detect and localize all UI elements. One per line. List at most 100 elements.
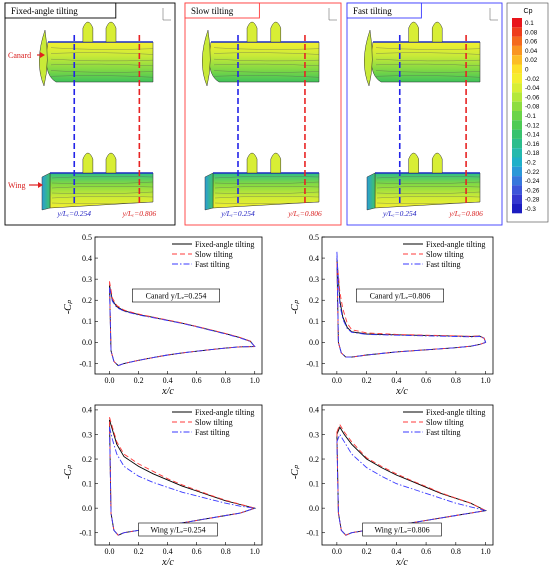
series-line [336,251,487,358]
contour-line [51,176,154,179]
colorbar-tick-label: -0.14 [525,132,540,139]
series-line [109,419,257,536]
colorbar-tick-label: -0.04 [525,85,540,92]
contour-line [214,196,320,199]
plot-frame [94,236,263,375]
contour-panel: Slow tilting y/Lₑ=0.254 y/Lₑ=0.806 [184,2,342,226]
wing-tip [204,172,214,211]
x-tick-label: 0.6 [421,376,431,385]
x-tick-label: 0.8 [451,376,461,385]
legend-label: Slow tilting [426,418,464,427]
contour-line [213,70,320,73]
contour-line [50,75,154,78]
contour-line [375,75,481,78]
x-tick-label: 0.4 [163,376,173,385]
x-tick-label: 0.2 [134,547,144,556]
cp-chart-canard-0806: 0.0 0.2 0.4 0.6 0.8 1.0 -0.1 0.0 0.1 0.2 0.3 0.4 0.5… [290,233,494,397]
legend-label: Fast tilting [426,428,460,437]
annotation-label: Canard y/Lₑ=0.806 [370,292,431,301]
section-label-outer: y/Lₑ=0.806 [122,209,157,218]
contour-panel: Fast tilting y/Lₑ=0.254 y/Lₑ=0.806 [346,2,503,226]
contour-line [376,196,481,199]
y-tick-label: 0.0 [309,504,319,513]
colorbar-swatch [512,55,522,65]
panel-title: Fixed-angle tilting [11,6,78,16]
legend-label: Slow tilting [195,250,233,259]
colorbar-tick-label: 0.06 [525,39,538,46]
y-tick-label: 0.2 [82,455,92,464]
contour-line [214,186,320,189]
contour-line [213,52,320,55]
series-line [336,423,488,536]
contour-line [50,52,154,55]
colorbar-tick-label: -0.16 [525,141,540,148]
cp-chart-canard-0254: 0.0 0.2 0.4 0.6 0.8 1.0 -0.1 0.0 0.1 0.2 0.3 0.4 0.5… [63,233,263,397]
x-tick-label: 0.6 [192,376,202,385]
legend-label: Fast tilting [426,260,460,269]
x-axis-label: x/c [395,386,408,397]
arrowhead [38,182,43,188]
contour-panels: Fixed-angle tilting y/Lₑ=0.254 y/Lₑ=0.806 C… [4,2,503,226]
nacelle [408,21,419,43]
colorbar-swatch [512,18,522,28]
x-tick-label: 0.0 [332,547,342,556]
x-tick-label: 0.0 [105,547,115,556]
colorbar-tick-label: -0.22 [525,169,540,176]
y-tick-label: 0.1 [309,317,319,326]
panel-title-box [184,2,260,19]
colorbar-swatch [512,204,522,214]
canard-label: Canard [8,51,31,60]
colorbar-swatch [512,157,522,167]
x-tick-label: 0.4 [163,547,173,556]
cp-chart-wing-0254: 0.0 0.2 0.4 0.6 0.8 1.0-0.10.00.10.20.30.4x/c… [63,404,263,568]
plot-frame [94,404,263,546]
x-axis-label: x/c [161,557,174,568]
colorbar-swatch [512,83,522,93]
legend-label: Fixed-angle tilting [195,408,254,417]
x-tick-label: 0.2 [362,376,372,385]
x-tick-label: 1.0 [250,376,260,385]
contour-line [51,181,154,184]
colorbar-swatch [512,129,522,139]
canard-endplate [364,29,373,87]
y-tick-label: 0.1 [309,479,319,488]
section-label-outer: y/Lₑ=0.806 [448,209,483,218]
contour-line [213,75,320,78]
contour-line [375,52,481,55]
canard-endplate [39,29,48,87]
nacelle [246,152,258,174]
contour-line [214,181,320,184]
colorbar-swatch [512,111,522,121]
nacelle [431,152,443,174]
colorbar-swatch [512,166,522,177]
panel-title-box [4,2,117,19]
cp-charts: 0.0 0.2 0.4 0.6 0.8 1.0 -0.1 0.0 0.1 0.2 0.3 0.4 0.5… [63,233,494,568]
contour-line [214,176,320,179]
colorbar-swatch [512,101,522,111]
x-axis-label: x/c [161,386,174,397]
colorbar-tick-label: -0.26 [525,187,540,194]
contour-line [51,186,154,189]
legend-label: Fast tilting [195,428,229,437]
section-label-inner: y/Lₑ=0.254 [57,209,92,218]
colorbar-swatch [512,176,522,186]
colorbar-tick-label: 0.08 [525,29,538,36]
annotation-box [355,288,444,303]
y-tick-label: 0.0 [82,338,92,347]
colorbar-tick-label: -0.3 [525,206,536,213]
section-label-outer: y/Lₑ=0.806 [287,209,322,218]
y-tick-label: 0.3 [82,430,92,439]
x-tick-label: 0.6 [421,547,431,556]
contour-line [375,47,481,50]
colorbar-swatch [512,45,522,56]
x-tick-label: 0.2 [134,376,144,385]
cp-colorbar: Cp 0.1 0.08 0.06 0.04 0.02 0 -0.02 -0.04 -0.06 -0… [506,2,549,223]
x-tick-label: 1.0 [250,547,260,556]
x-tick-label: 0.2 [362,547,372,556]
nacelle [431,21,443,43]
wing-label: Wing [8,181,25,190]
legend-label: Fixed-angle tilting [426,240,485,249]
canard-endplate [202,29,211,87]
contour-line [376,176,481,179]
